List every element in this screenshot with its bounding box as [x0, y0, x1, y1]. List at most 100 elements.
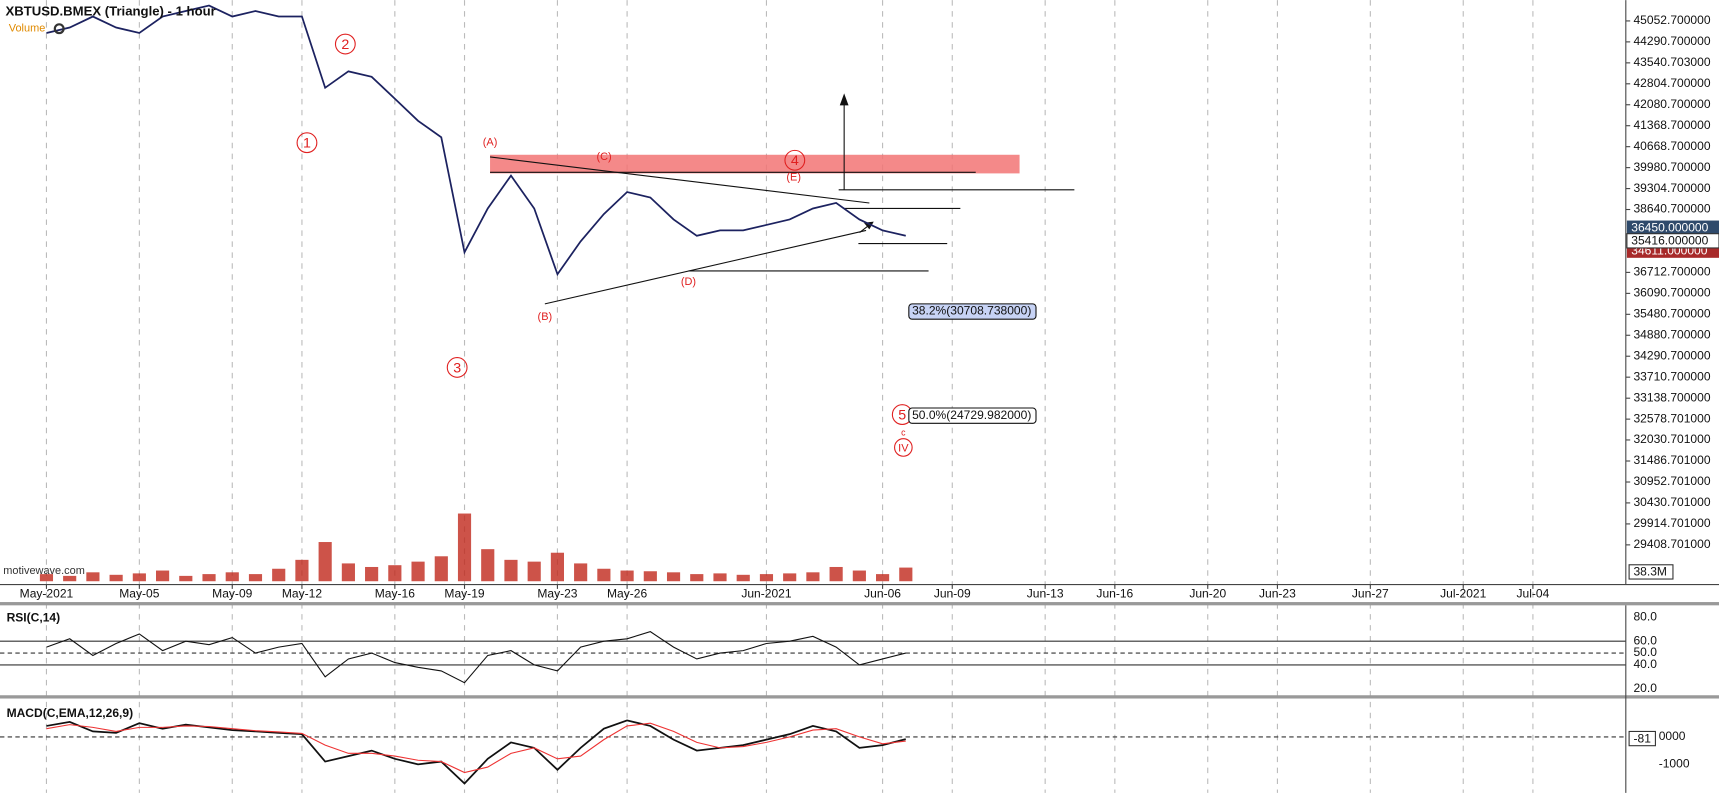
- volume-bar: [318, 542, 332, 582]
- volume-bar: [690, 574, 704, 582]
- y-tick-label: 38640.700000: [1633, 202, 1710, 216]
- pane-separator: [0, 602, 1719, 606]
- volume-bar: [876, 574, 890, 582]
- y-tick-label: 35480.700000: [1633, 307, 1710, 321]
- volume-bar: [713, 573, 727, 582]
- x-tick-label: Jul-04: [1517, 587, 1550, 601]
- y-tick-label: 39304.700000: [1633, 181, 1710, 195]
- x-tick-label: Jun-20: [1189, 587, 1226, 601]
- y-tick-label: 60.0: [1633, 633, 1657, 647]
- x-tick-label: Jun-27: [1352, 587, 1389, 601]
- y-tick-label: 39980.700000: [1633, 160, 1710, 174]
- y-tick-label: 40668.700000: [1633, 139, 1710, 153]
- y-tick-label: 30430.701000: [1633, 495, 1710, 509]
- degree-label: IV: [898, 442, 909, 454]
- volume-tag: [1628, 564, 1674, 580]
- x-tick-label: May-2021: [20, 587, 74, 601]
- abc-label: (C): [596, 151, 611, 163]
- y-tick-label: 33138.700000: [1633, 390, 1710, 404]
- y-tick-label: 32030.701000: [1633, 432, 1710, 446]
- y-tick-label: 36090.700000: [1633, 286, 1710, 300]
- arrow-head: [839, 93, 849, 106]
- y-tick-label: 29408.701000: [1633, 537, 1710, 551]
- volume-bar: [434, 556, 448, 582]
- abc-label: (E): [786, 172, 801, 184]
- macd-tag: [1628, 730, 1656, 747]
- x-tick-label: May-12: [282, 587, 322, 601]
- abc-label: (D): [681, 276, 696, 288]
- volume-label: Volume: [9, 23, 46, 35]
- settings-icon[interactable]: [53, 23, 65, 35]
- fib-box: [908, 407, 1037, 424]
- volume-bar: [457, 513, 472, 582]
- volume-bar: [597, 568, 611, 582]
- macd-line: [46, 722, 906, 774]
- volume-bar: [156, 570, 170, 582]
- price-tag-label: 35416.000000: [1631, 234, 1708, 248]
- x-tick-label: May-16: [375, 587, 415, 601]
- volume-bar: [481, 549, 495, 582]
- y-tick-label: 42804.700000: [1633, 76, 1710, 90]
- wave-label: 2: [341, 37, 349, 53]
- rsi-title: RSI(C,14): [7, 611, 61, 625]
- y-tick-label: 42080.700000: [1633, 97, 1710, 111]
- volume-bar: [39, 574, 54, 582]
- x-tick-label: Jun-16: [1096, 587, 1133, 601]
- plot: May-2021 May-05 May-09 May-12 May-16 May-19 Ma…: [0, 4, 1711, 785]
- price-tag: [1626, 233, 1719, 249]
- x-tick-label: May-26: [607, 587, 647, 601]
- watermark: motivewave.com: [3, 565, 85, 577]
- fib-box: [908, 303, 1037, 320]
- y-tick-label: 0000: [1659, 729, 1686, 743]
- y-tick-label: 45052.700000: [1633, 13, 1710, 27]
- volume-bar: [109, 574, 123, 582]
- volume-bar: [806, 572, 820, 582]
- y-tick-label: 33710.700000: [1633, 369, 1710, 383]
- fib-label: 50.0%(24729.982000): [912, 408, 1031, 422]
- volume-bar: [295, 559, 309, 582]
- abc-label: (B): [538, 311, 553, 323]
- y-tick-label: 36712.700000: [1633, 265, 1710, 279]
- volume-bar: [248, 574, 263, 582]
- volume-bar: [179, 575, 193, 582]
- wave-label: 1: [303, 136, 311, 152]
- volume-bar: [132, 573, 146, 582]
- y-tick-label: 20.0: [1633, 681, 1657, 695]
- volume-bar: [504, 559, 518, 582]
- macd-line: [46, 719, 906, 785]
- y-tick-label: 31486.701000: [1633, 453, 1710, 467]
- x-tick-label: May-05: [119, 587, 159, 601]
- volume-bar: [829, 566, 843, 582]
- wave-label: 3: [453, 360, 461, 376]
- x-tick-label: Jun-2021: [741, 587, 792, 601]
- volume-tag-label: 38.3M: [1633, 565, 1666, 579]
- volume-bar: [365, 566, 379, 582]
- x-tick-label: Jun-23: [1259, 587, 1296, 601]
- y-tick-label: -1000: [1659, 756, 1690, 770]
- price-tag-label: 36450.000000: [1631, 220, 1708, 234]
- volume-bar: [550, 552, 564, 582]
- macd-title: MACD(C,EMA,12,26,9): [7, 706, 134, 720]
- price-tag: [1626, 220, 1719, 235]
- x-tick-label: Jun-13: [1027, 587, 1064, 601]
- volume-bar: [643, 571, 657, 582]
- x-tick-label: Jun-06: [864, 587, 901, 601]
- volume-bar: [899, 567, 913, 582]
- volume-bar: [620, 570, 634, 582]
- y-tick-label: 29914.701000: [1633, 516, 1710, 530]
- y-tick-label: 30952.701000: [1633, 474, 1710, 488]
- x-tick-label: Jun-09: [934, 587, 971, 601]
- wave-label: 5: [898, 407, 906, 423]
- volume-bar: [63, 575, 77, 582]
- volume-bar: [759, 574, 774, 582]
- fib-label: 38.2%(30708.738000): [912, 304, 1031, 318]
- abc-label: (A): [483, 137, 498, 149]
- resistance-zone: [490, 154, 1020, 174]
- volume-bar: [341, 563, 355, 582]
- volume-bar: [852, 570, 866, 582]
- volume-bar: [666, 572, 681, 582]
- y-tick-label: 80.0: [1633, 610, 1657, 624]
- volume-bar: [86, 572, 100, 582]
- minor-label: c: [901, 428, 906, 438]
